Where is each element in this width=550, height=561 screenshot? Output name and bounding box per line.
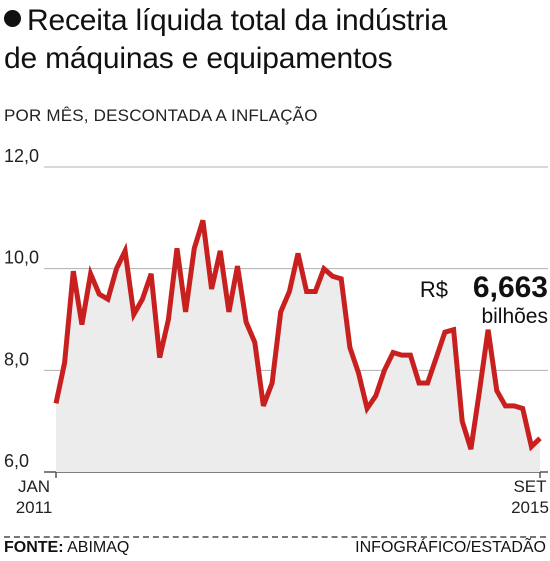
- y-axis-ticks: 12,0 10,0 8,0 6,0: [4, 146, 39, 471]
- y-tick-label: 10,0: [4, 248, 39, 268]
- x-tick-label-month: SET: [513, 477, 546, 496]
- annotation-unit: bilhões: [481, 305, 548, 328]
- source-name: ABIMAQ: [67, 539, 130, 556]
- annotation-prefix: R$: [420, 277, 448, 302]
- y-tick-label: 8,0: [4, 349, 29, 369]
- x-axis-ticks: JAN 2011 SET 2015: [16, 472, 549, 517]
- revenue-line: [53, 219, 542, 452]
- footer-credit: INFOGRÁFICO/ESTADÃO: [355, 539, 546, 556]
- x-tick-label-year: 2011: [16, 498, 53, 517]
- chart-subtitle: POR MÊS, DESCONTADA A INFLAÇÃO: [4, 106, 318, 125]
- annotation-value: 6,663: [473, 271, 548, 304]
- x-tick-label-year: 2015: [511, 498, 549, 517]
- area-fill: [56, 220, 540, 472]
- bullet-icon: [4, 10, 21, 27]
- x-tick-label-month: JAN: [18, 477, 50, 496]
- footer-source: FONTE: ABIMAQ: [4, 539, 129, 557]
- chart-title: Receita líquida total da indústria de má…: [4, 2, 548, 78]
- y-tick-label: 12,0: [4, 146, 39, 166]
- footer-divider: [4, 536, 546, 538]
- chart-title-line2: de máquinas e equipamentos: [4, 42, 393, 75]
- last-value-annotation: R$ 6,663 bilhões: [420, 271, 548, 328]
- y-tick-label: 6,0: [4, 451, 29, 471]
- chart-plot: 12,0 10,0 8,0 6,0 JAN 2011 SET 2015 R$ 6,663 b…: [4, 146, 549, 517]
- source-label: FONTE:: [4, 539, 64, 556]
- chart-title-line1: Receita líquida total da indústria: [27, 4, 448, 37]
